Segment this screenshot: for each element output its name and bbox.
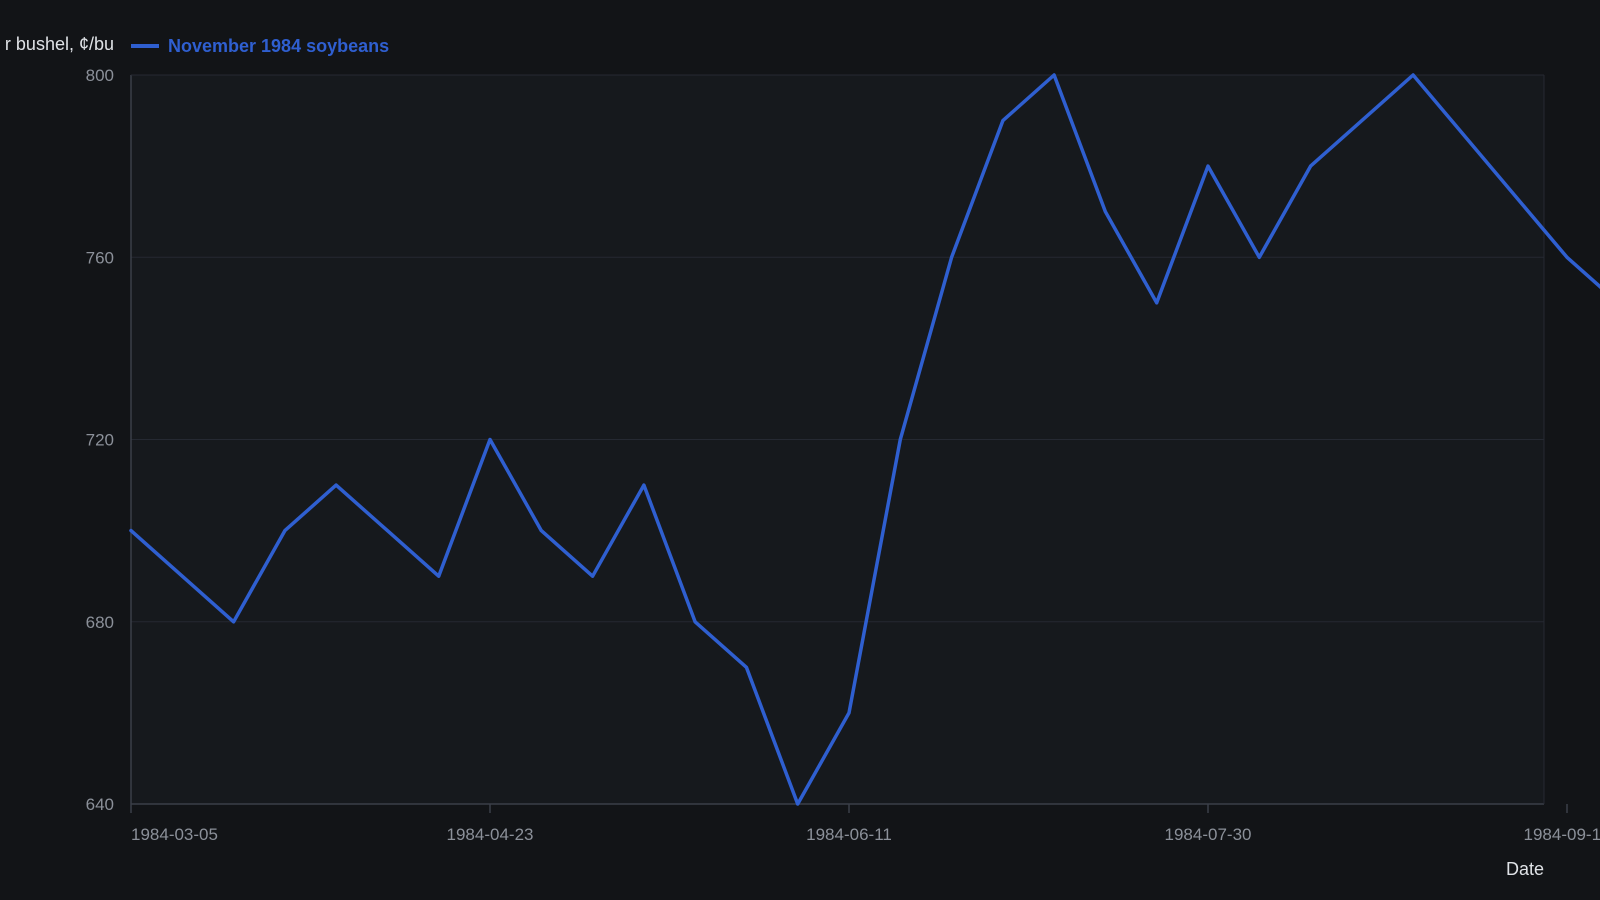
data-point <box>847 711 851 715</box>
data-point <box>950 255 954 259</box>
y-tick-label: 800 <box>86 66 114 85</box>
data-point <box>1001 119 1005 123</box>
data-point <box>642 483 646 487</box>
y-tick-label: 760 <box>86 248 114 267</box>
x-tick-label: 1984-03-05 <box>131 825 218 844</box>
y-tick-label: 720 <box>86 431 114 450</box>
data-point <box>744 665 748 669</box>
data-point <box>1411 73 1415 77</box>
data-point <box>334 483 338 487</box>
data-point <box>1206 164 1210 168</box>
y-tick-labels: 640 680 720 760 800 <box>86 66 114 814</box>
axes <box>130 74 1545 805</box>
data-point <box>1052 73 1056 77</box>
series-line <box>129 73 1600 806</box>
data-point <box>385 529 389 533</box>
data-point <box>539 529 543 533</box>
legend-label: November 1984 soybeans <box>168 36 389 56</box>
data-point <box>796 802 800 806</box>
x-tick-label: 1984-07-30 <box>1165 825 1252 844</box>
x-axis-title: Date <box>1506 859 1544 879</box>
data-point <box>283 529 287 533</box>
data-point <box>232 620 236 624</box>
x-tick-labels: 1984-03-05 1984-04-23 1984-06-11 1984-07-30… <box>130 804 1600 844</box>
x-tick-label: 1984-09-17 <box>1524 825 1600 844</box>
data-point <box>898 438 902 441</box>
data-point <box>437 574 441 578</box>
series-group <box>129 73 1600 806</box>
data-point <box>1565 255 1569 259</box>
y-axis-title: r bushel, ¢/bu <box>5 34 114 54</box>
data-point <box>129 529 133 533</box>
y-tick-label: 640 <box>86 795 114 814</box>
data-point <box>1103 210 1107 214</box>
data-point <box>591 574 595 578</box>
x-tick-label: 1984-04-23 <box>447 825 534 844</box>
data-point <box>693 620 697 624</box>
data-point <box>1257 255 1261 259</box>
data-point <box>1309 164 1313 168</box>
y-tick-label: 680 <box>86 613 114 632</box>
x-tick-label: 1984-06-11 <box>806 825 892 844</box>
legend: November 1984 soybeans <box>131 36 389 56</box>
data-point <box>180 574 184 578</box>
data-point <box>1155 301 1159 305</box>
data-point <box>488 438 492 441</box>
